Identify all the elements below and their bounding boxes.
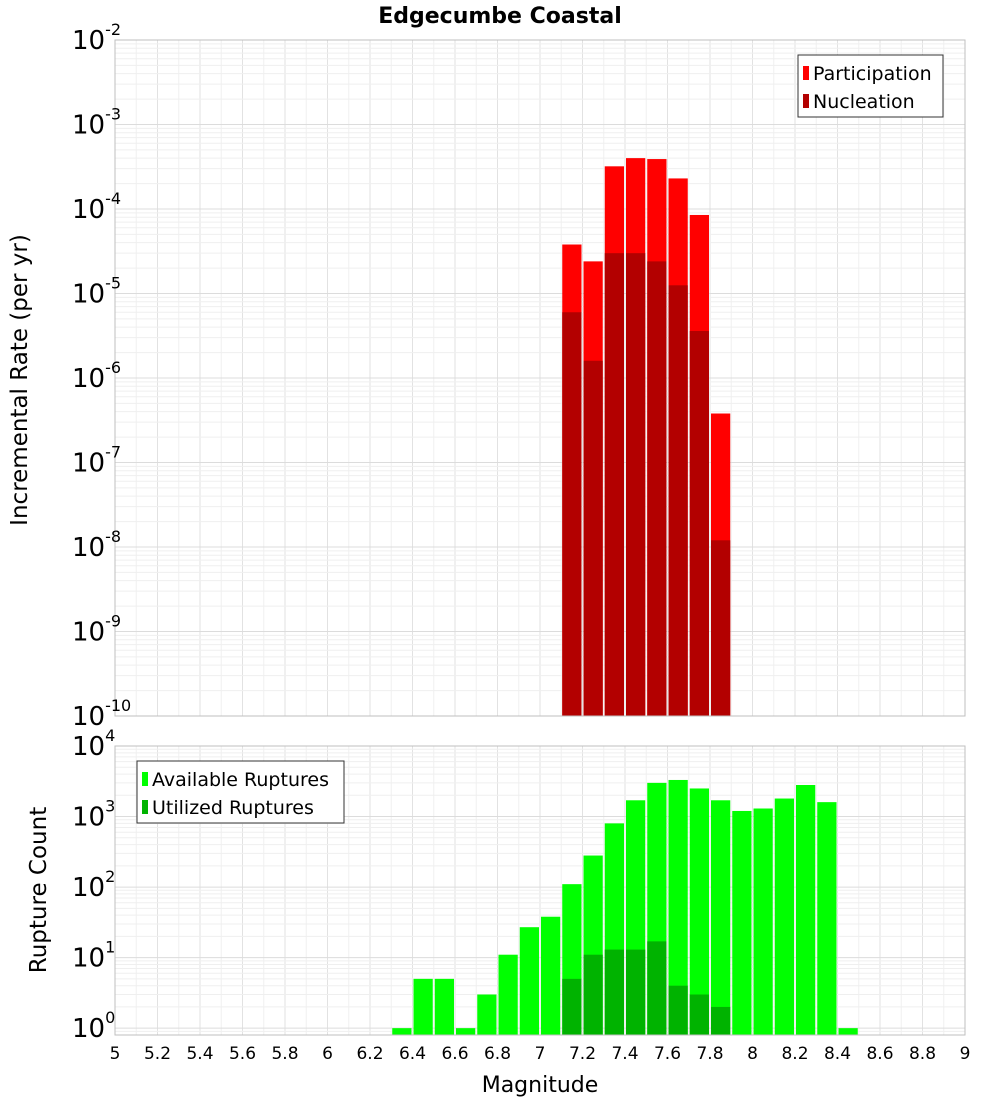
- top-y-axis-label: Incremental Rate (per yr): [7, 234, 33, 526]
- bar: [689, 994, 709, 1035]
- bar: [711, 1006, 731, 1035]
- x-tick-label: 6.8: [484, 1044, 511, 1064]
- bar: [541, 916, 561, 1035]
- legend-swatch: [142, 772, 148, 786]
- x-tick-label: 5.2: [144, 1044, 171, 1064]
- legend-swatch: [142, 800, 148, 814]
- bar: [498, 954, 518, 1035]
- bar: [519, 927, 539, 1035]
- bar: [668, 985, 688, 1035]
- y-tick-label: 10-8: [72, 527, 121, 563]
- bar: [647, 261, 667, 716]
- series-utilized-ruptures: [562, 941, 731, 1035]
- bar: [753, 808, 773, 1035]
- bar: [647, 941, 667, 1035]
- bar: [413, 978, 433, 1035]
- x-tick-label: 8: [747, 1044, 758, 1064]
- y-tick-label: 101: [72, 938, 115, 974]
- legend-label: Participation: [813, 63, 932, 85]
- y-tick-label: 10-4: [72, 189, 121, 225]
- y-tick-label: 100: [72, 1008, 115, 1044]
- bar: [689, 330, 709, 716]
- bar: [604, 949, 624, 1035]
- bar: [562, 312, 582, 716]
- bar: [668, 285, 688, 716]
- x-tick-label: 5.8: [271, 1044, 298, 1064]
- x-tick-label: 8.6: [866, 1044, 893, 1064]
- bar: [838, 1028, 858, 1035]
- bar: [583, 360, 603, 716]
- y-tick-label: 10-10: [72, 696, 131, 732]
- y-tick-label: 104: [72, 726, 115, 762]
- x-axis-label: Magnitude: [482, 1073, 599, 1098]
- bar: [583, 954, 603, 1035]
- bar: [711, 540, 731, 716]
- x-tick-label: 7.6: [654, 1044, 681, 1064]
- y-tick-label: 103: [72, 797, 115, 833]
- bar: [689, 788, 709, 1035]
- x-tick-label: 6.2: [356, 1044, 383, 1064]
- legend-swatch: [803, 94, 809, 108]
- bar: [562, 978, 582, 1035]
- legend-label: Available Ruptures: [152, 769, 329, 791]
- x-tick-label: 6.4: [399, 1044, 426, 1064]
- legend-swatch: [803, 66, 809, 80]
- chart-title: Edgecumbe Coastal: [378, 4, 622, 29]
- bar: [774, 798, 794, 1035]
- y-ticks: 10-10 10-9 10-8 10-7 10-6 10-5 10-4 10-3 10-2: [72, 20, 131, 732]
- bar: [668, 779, 688, 1035]
- x-tick-label: 7.8: [696, 1044, 723, 1064]
- legend: Participation Nucleation: [797, 54, 944, 118]
- top-plot-area: 10-10 10-9 10-8 10-7 10-6 10-5 10-4 10-3 10-2 Par…: [72, 20, 966, 732]
- x-tick-label: 6.6: [441, 1044, 468, 1064]
- bottom-plot-area: 100 101 102 103 104 5 5.2 5.4 5.6 5.8 6 6.2 6.4 6.6 6.…: [72, 726, 970, 1064]
- bar: [732, 810, 752, 1035]
- x-ticks: 5 5.2 5.4 5.6 5.8 6 6.2 6.4 6.6 6.8 7 7.2 7.4 7.6 7.8 8…: [110, 1044, 971, 1064]
- x-tick-label: 8.2: [781, 1044, 808, 1064]
- x-tick-label: 8.8: [909, 1044, 936, 1064]
- legend-box: [797, 54, 944, 118]
- legend-box: [136, 760, 345, 824]
- x-tick-label: 8.4: [824, 1044, 851, 1064]
- bar: [817, 802, 837, 1035]
- bar: [796, 784, 816, 1035]
- y-tick-label: 10-9: [72, 612, 121, 648]
- plot-border: [114, 745, 966, 1036]
- series-nucleation: [562, 253, 731, 716]
- bar: [604, 253, 624, 716]
- x-tick-label: 5: [110, 1044, 121, 1064]
- x-tick-label: 9: [960, 1044, 971, 1064]
- bar: [456, 1028, 476, 1035]
- bar: [626, 949, 646, 1035]
- x-tick-label: 7.2: [569, 1044, 596, 1064]
- legend: Available Ruptures Utilized Ruptures: [136, 760, 345, 824]
- x-tick-label: 7: [535, 1044, 546, 1064]
- bar: [434, 978, 454, 1035]
- y-tick-label: 10-6: [72, 358, 121, 394]
- y-tick-label: 10-7: [72, 443, 121, 479]
- bar: [477, 994, 497, 1035]
- plot-border: [114, 39, 966, 717]
- x-tick-label: 5.6: [229, 1044, 256, 1064]
- legend-label: Nucleation: [813, 91, 915, 113]
- x-tick-label: 5.4: [186, 1044, 213, 1064]
- y-tick-label: 10-5: [72, 274, 121, 310]
- y-ticks: 100 101 102 103 104: [72, 726, 115, 1044]
- x-tick-label: 7.4: [611, 1044, 638, 1064]
- grid: [114, 39, 966, 717]
- legend-label: Utilized Ruptures: [152, 797, 314, 819]
- bottom-y-axis-label: Rupture Count: [26, 807, 52, 973]
- y-tick-label: 10-3: [72, 105, 121, 141]
- bar: [392, 1028, 412, 1035]
- bar: [711, 800, 731, 1035]
- y-tick-label: 10-2: [72, 20, 121, 56]
- x-tick-label: 6: [322, 1044, 333, 1064]
- y-tick-label: 102: [72, 867, 115, 903]
- bar: [626, 253, 646, 716]
